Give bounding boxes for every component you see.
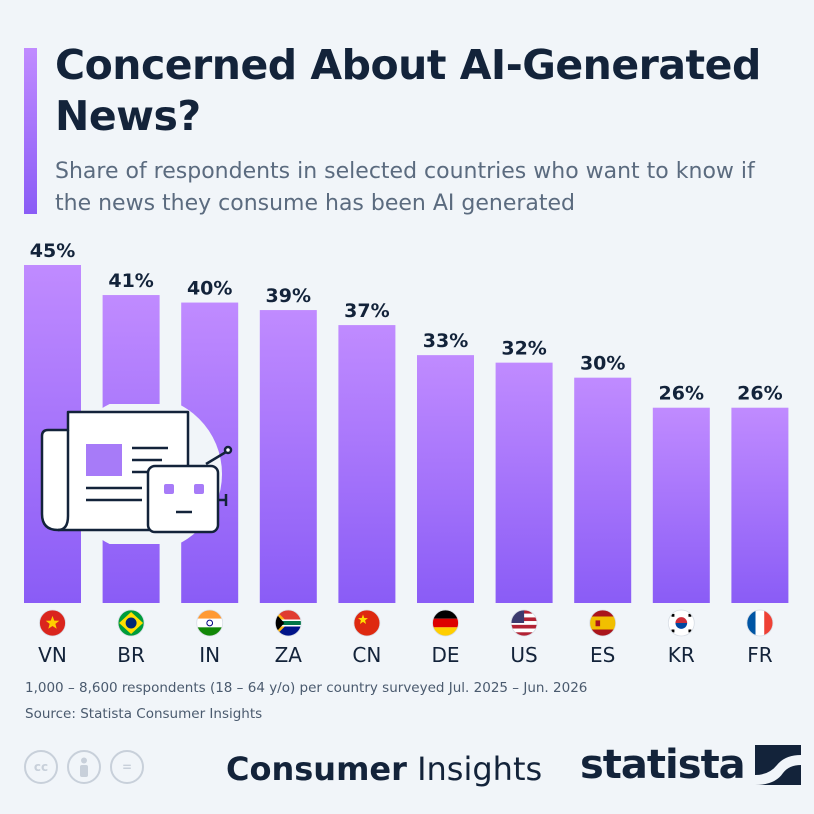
bar-de[interactable] <box>417 355 474 603</box>
flag-south-africa-icon <box>274 609 302 637</box>
news-robot-illustration <box>40 404 233 544</box>
statista-logo[interactable]: statista <box>580 742 801 788</box>
chart-source: Source: Statista Consumer Insights <box>25 706 263 722</box>
flag-usa-icon <box>510 609 538 637</box>
bar-kr[interactable] <box>652 407 710 603</box>
category-label-za: ZA <box>275 643 303 667</box>
statista-mark-icon <box>754 745 801 785</box>
category-label-in: IN <box>199 643 220 667</box>
category-label-br: BR <box>117 643 145 667</box>
page-subtitle: Share of respondents in selected countri… <box>55 159 755 216</box>
flag-spain-icon <box>589 609 617 637</box>
value-label-za: 39% <box>266 285 311 307</box>
flag-india-icon <box>196 609 224 637</box>
category-label-vn: VN <box>38 643 67 667</box>
cc-icon[interactable]: cc <box>24 750 58 784</box>
statista-wordmark: statista <box>580 742 746 788</box>
flag-france-icon <box>746 609 774 637</box>
bar-za[interactable] <box>259 310 317 603</box>
license-icons: cc = <box>24 750 144 784</box>
nd-icon[interactable]: = <box>110 750 144 784</box>
category-label-de: DE <box>431 643 459 667</box>
insights-word: Insights <box>417 750 543 788</box>
flag-germany-icon <box>432 609 459 637</box>
page-title: Concerned About AI-Generated News? <box>55 41 761 140</box>
flag-china-icon <box>353 609 381 637</box>
bar-fr[interactable] <box>731 407 789 603</box>
flag-vietnam-icon <box>39 609 66 637</box>
value-label-es: 30% <box>580 353 625 375</box>
category-label-es: ES <box>590 643 615 667</box>
category-label-cn: CN <box>352 643 381 667</box>
bar-es[interactable] <box>574 377 632 603</box>
value-label-fr: 26% <box>737 383 782 405</box>
chart-note: 1,000 – 8,600 respondents (18 – 64 y/o) … <box>25 680 588 696</box>
category-label-fr: FR <box>747 643 773 667</box>
consumer-word: Consumer <box>226 750 407 788</box>
flag-south-korea-icon <box>667 609 695 637</box>
value-label-vn: 45% <box>30 240 75 262</box>
by-icon[interactable] <box>67 750 101 784</box>
value-label-cn: 37% <box>344 300 389 322</box>
category-label-us: US <box>510 643 537 667</box>
bar-cn[interactable] <box>338 325 396 603</box>
robot-icon <box>146 445 233 534</box>
value-label-us: 32% <box>501 338 546 360</box>
flag-brazil-icon <box>117 609 145 637</box>
value-label-in: 40% <box>187 278 232 300</box>
bar-us[interactable] <box>495 362 553 603</box>
bar-chart: 45% 41% 40% 39% 37% 33% 32% 30% 26% 26% VN BR IN ZA C… <box>24 240 789 667</box>
value-label-br: 41% <box>108 270 153 292</box>
consumer-insights-label: Consumer Insights <box>226 750 542 788</box>
value-label-kr: 26% <box>659 383 704 405</box>
value-label-de: 33% <box>423 330 468 352</box>
category-label-kr: KR <box>668 643 695 667</box>
title-accent-bar <box>24 48 37 214</box>
